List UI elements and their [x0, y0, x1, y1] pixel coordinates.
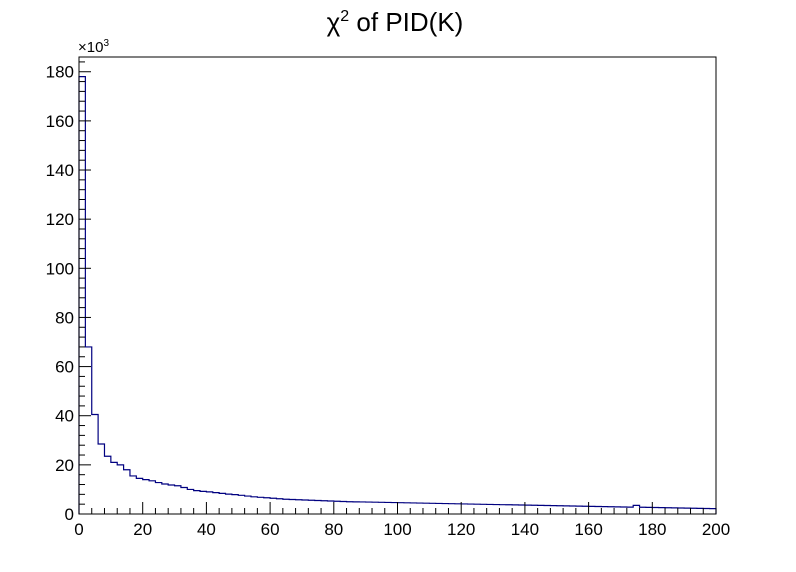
chart-title: χ2 of PID(K)	[327, 7, 464, 37]
x-tick-label: 60	[261, 520, 280, 539]
y-tick-label: 60	[55, 358, 74, 377]
chart-title-suffix: of PID(K)	[349, 7, 463, 37]
y-axis-multiplier: ×103	[78, 38, 109, 56]
x-tick-label: 0	[74, 520, 83, 539]
y-tick-label: 20	[55, 456, 74, 475]
x-tick-label: 20	[133, 520, 152, 539]
y-tick-label: 180	[46, 63, 74, 82]
y-tick-label: 140	[46, 161, 74, 180]
y-axis-multiplier-exponent: 3	[103, 38, 109, 49]
y-axis-ticks: 0 20 40 60 80 100 120 140 160 180	[46, 61, 91, 524]
chart-title-superscript: 2	[340, 8, 349, 25]
y-tick-label: 0	[65, 505, 74, 524]
x-tick-label: 100	[383, 520, 411, 539]
y-tick-label: 40	[55, 407, 74, 426]
x-axis-ticks: 0 20 40 60 80 100 120 140 160 180 200	[74, 502, 730, 539]
x-tick-label: 180	[638, 520, 666, 539]
plot-frame	[78, 56, 717, 515]
x-tick-label: 140	[511, 520, 539, 539]
x-tick-label: 40	[197, 520, 216, 539]
chart-title-main: χ	[327, 7, 341, 37]
y-tick-label: 160	[46, 112, 74, 131]
y-tick-label: 80	[55, 308, 74, 327]
x-tick-label: 120	[447, 520, 475, 539]
y-tick-label: 100	[46, 259, 74, 278]
x-tick-label: 80	[324, 520, 343, 539]
y-tick-label: 120	[46, 210, 74, 229]
y-axis-multiplier-prefix: ×10	[78, 39, 103, 56]
x-tick-label: 160	[574, 520, 602, 539]
x-tick-label: 200	[702, 520, 730, 539]
